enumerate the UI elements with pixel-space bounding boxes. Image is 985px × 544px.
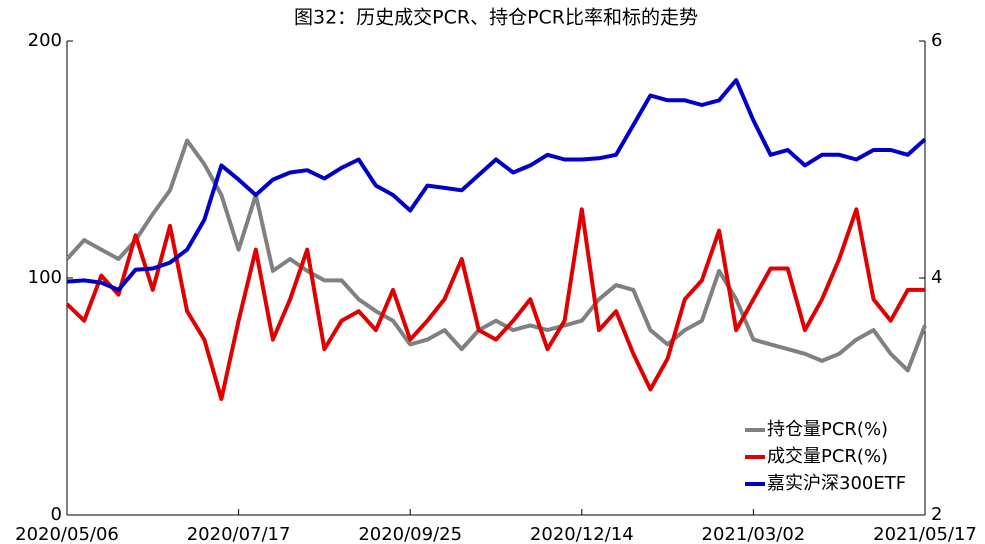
x-tick-label: 2020/07/17 — [187, 524, 291, 544]
x-tick-label: 2020/09/25 — [358, 524, 462, 544]
x-tick-label: 2020/05/06 — [15, 524, 119, 544]
chart-title: 图32：历史成交PCR、持仓PCR比率和标的走势 — [294, 7, 698, 29]
y-tick-label: 200 — [28, 30, 62, 51]
x-tick-label: 2020/12/14 — [530, 524, 634, 544]
x-tick-label: 2021/05/17 — [873, 524, 977, 544]
y2-tick-label: 6 — [931, 30, 942, 51]
series-line — [65, 138, 927, 373]
series-line — [65, 207, 925, 401]
legend-label: 嘉实沪深300ETF — [767, 473, 906, 494]
series-line — [66, 78, 927, 292]
y2-tick-label: 4 — [931, 267, 942, 288]
y-tick-label: 100 — [28, 267, 62, 288]
x-tick-label: 2021/03/02 — [702, 524, 806, 544]
legend-label: 持仓量PCR(%) — [767, 419, 888, 440]
legend-label: 成交量PCR(%) — [767, 446, 888, 467]
y2-tick-label: 2 — [931, 504, 942, 525]
y-tick-label: 0 — [51, 504, 62, 525]
